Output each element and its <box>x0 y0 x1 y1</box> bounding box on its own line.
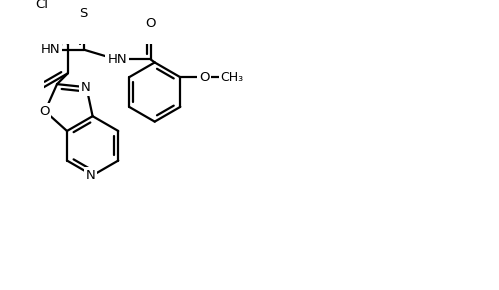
Text: CH₃: CH₃ <box>221 71 244 84</box>
Text: HN: HN <box>40 43 60 56</box>
Text: HN: HN <box>107 53 127 66</box>
Text: N: N <box>81 81 90 94</box>
Text: O: O <box>146 17 156 30</box>
Text: O: O <box>199 71 209 84</box>
Text: N: N <box>86 169 95 182</box>
Text: Cl: Cl <box>36 0 49 11</box>
Text: S: S <box>79 7 88 20</box>
Text: O: O <box>39 105 49 118</box>
